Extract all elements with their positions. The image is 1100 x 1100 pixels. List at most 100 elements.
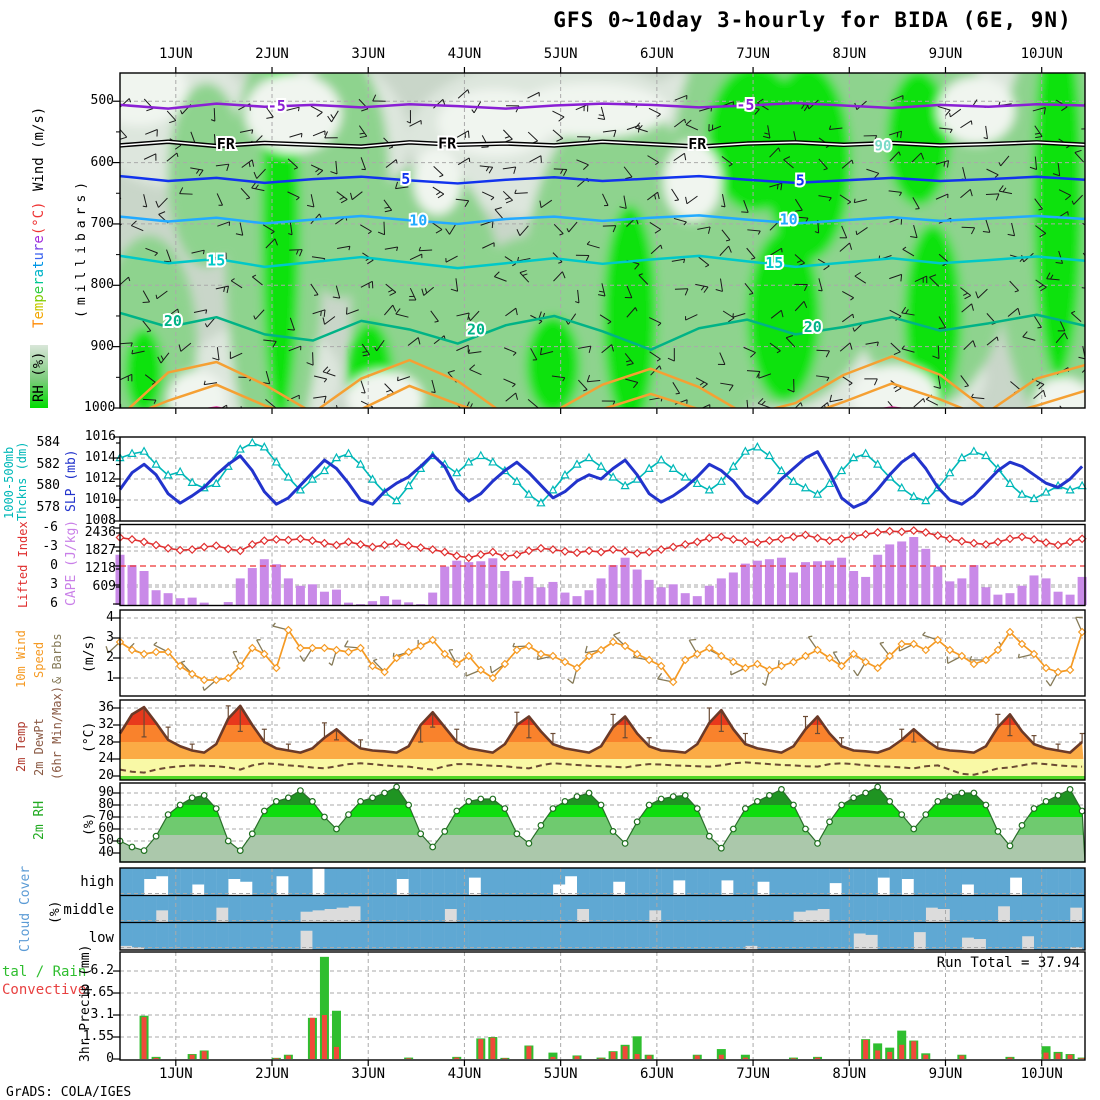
cloud-cover-axis-label: Cloud Cover — [18, 865, 33, 952]
slp-line — [118, 450, 1084, 509]
lifted-index-markers — [115, 526, 1087, 563]
temperature-unit-label: (°C) — [31, 201, 47, 236]
grads-credit: GrADS: COLA/IGES — [6, 1085, 132, 1100]
cape-bars — [115, 537, 1087, 605]
cloud-cover-frame — [119, 867, 1086, 951]
cloud-row-high — [120, 868, 1085, 896]
cloud-cover-unit-label: (%) — [48, 900, 63, 924]
day-label-top-1JUN: 1JUN — [158, 46, 193, 62]
thickness-line — [119, 442, 1083, 505]
day-label-top-2JUN: 2JUN — [255, 46, 289, 62]
rh2m-tick-80: 80 — [98, 797, 114, 812]
panel-rh2m — [113, 782, 1086, 863]
pressure-tick-500: 500 — [90, 93, 114, 109]
day-label-top-8JUN: 8JUN — [832, 46, 867, 62]
svg-text:10: 10 — [409, 211, 427, 229]
temp2m-tick-28: 28 — [98, 734, 114, 749]
rh2m-markers — [116, 783, 1086, 854]
pressure-tick-600: 600 — [90, 154, 114, 170]
li-tick-6: 6 — [50, 595, 58, 611]
thickness-tick-584: 584 — [36, 435, 60, 450]
temp2m-tick-20: 20 — [98, 768, 114, 783]
temp2m-line — [118, 704, 1083, 754]
run-total-text: Run Total = 37.94 — [936, 955, 1080, 971]
wind10m-axis-label-1: 10m Wind — [14, 630, 28, 688]
cloud-row-label-middle: middle — [63, 902, 114, 918]
cloud-row-low — [120, 922, 1085, 950]
temp2m-tick-32: 32 — [98, 717, 114, 732]
thickness-tick-578: 578 — [36, 499, 60, 515]
cloud-row-label-high: high — [80, 874, 114, 890]
panel-cloud-cover — [120, 868, 1085, 950]
slp-tick-1016: 1016 — [84, 429, 116, 444]
panel-temp2m — [113, 699, 1086, 781]
wind10m-markers — [115, 625, 1087, 687]
day-label-top-5JUN: 5JUN — [543, 46, 578, 62]
day-label-top-10JUN: 10JUN — [1020, 46, 1063, 62]
day-label-top-3JUN: 3JUN — [351, 46, 386, 62]
li-tick-0: 0 — [50, 558, 58, 573]
wind10m-tick-2: 2 — [106, 650, 114, 665]
day-label-bottom-1JUN: 1JUN — [158, 1066, 193, 1082]
cloud-row-middle — [120, 895, 1085, 923]
svg-text:-5: -5 — [736, 96, 754, 114]
li-tick-3: 3 — [50, 576, 58, 592]
thickness-tick-582: 582 — [36, 456, 60, 472]
svg-text:5: 5 — [796, 171, 805, 189]
page-title: GFS 0~10day 3-hourly for BIDA (6E, 9N) — [553, 8, 1072, 32]
slp-tick-1012: 1012 — [84, 471, 116, 486]
svg-text:20: 20 — [164, 312, 182, 330]
wind10m-grid — [120, 610, 1085, 696]
temperature-legend-label: Temperature — [31, 235, 47, 328]
rh2m-tick-50: 50 — [98, 833, 114, 848]
rh2m-tick-70: 70 — [98, 809, 114, 824]
svg-text:15: 15 — [207, 252, 225, 270]
thickness-tick-580: 580 — [36, 478, 60, 493]
day-label-bottom-3JUN: 3JUN — [351, 1066, 386, 1082]
li-tick--6: -6 — [42, 520, 58, 535]
wind10m-axis-label-3: & Barbs — [50, 633, 64, 684]
day-label-bottom-8JUN: 8JUN — [832, 1066, 867, 1082]
rh2m-tick-60: 60 — [98, 821, 114, 836]
panel-precip — [113, 951, 1086, 1066]
precip-tick-6.2: 6.2 — [90, 963, 114, 979]
svg-text:20: 20 — [804, 318, 822, 336]
day-label-bottom-6JUN: 6JUN — [640, 1066, 674, 1082]
svg-text:FR: FR — [688, 135, 707, 153]
temperature-contours: -5 -5 FR FR FR 5 5 10 10 15 15 20 20 20 90 — [120, 94, 1085, 408]
rh2m-tick-90: 90 — [98, 785, 114, 800]
svg-text:-5: -5 — [268, 97, 286, 115]
upper-air-axis-label: RH (%) Temperature (°C) Wind (m/s) — [30, 107, 48, 408]
day-label-bottom-9JUN: 9JUN — [928, 1066, 963, 1082]
rh2m-tick-40: 40 — [98, 845, 114, 860]
precip-tick-4.65: 4.65 — [82, 985, 114, 1001]
day-label-bottom-5JUN: 5JUN — [543, 1066, 578, 1082]
rh-legend-label: RH (%) — [30, 345, 48, 408]
dewpoint-line — [119, 761, 1083, 776]
slp-tick-1014: 1014 — [84, 450, 116, 465]
pressure-tick-700: 700 — [90, 215, 114, 231]
wind10m-tick-1: 1 — [106, 670, 114, 685]
cape-tick-609: 609 — [92, 578, 116, 594]
li-tick--3: -3 — [42, 539, 58, 554]
cape-tick-1827: 1827 — [84, 542, 116, 558]
temp2m-axis-label-1: 2m Temp — [14, 721, 28, 772]
lifted-index-axis-label: Lifted Index — [16, 521, 30, 608]
rh2m-axis-label: 2m RH — [32, 800, 47, 840]
temp2m-tick-36: 36 — [98, 700, 114, 715]
panel-slp-thickness — [113, 436, 1087, 522]
panel-upper-air: -5 -5 FR FR FR 5 5 10 10 15 15 20 20 20 90 — [113, 67, 1086, 414]
millibars-axis-label: (millibars) — [74, 176, 89, 318]
thickness-axis-label-1: 1000-500mb — [2, 446, 16, 519]
precip-tick-0: 0 — [106, 1051, 114, 1066]
slp-tick-1008: 1008 — [84, 513, 116, 528]
precip-bars — [139, 956, 1085, 1059]
day-label-bottom-4JUN: 4JUN — [447, 1066, 482, 1082]
pressure-tick-800: 800 — [90, 277, 114, 293]
precip-tick-1.55: 1.55 — [82, 1029, 114, 1044]
temp2m-axis-label-2: 2m DewPt — [32, 718, 46, 776]
panel-li-cape — [113, 523, 1087, 607]
wind10m-axis-label-2: Speed — [32, 641, 46, 678]
svg-text:5: 5 — [401, 170, 410, 188]
